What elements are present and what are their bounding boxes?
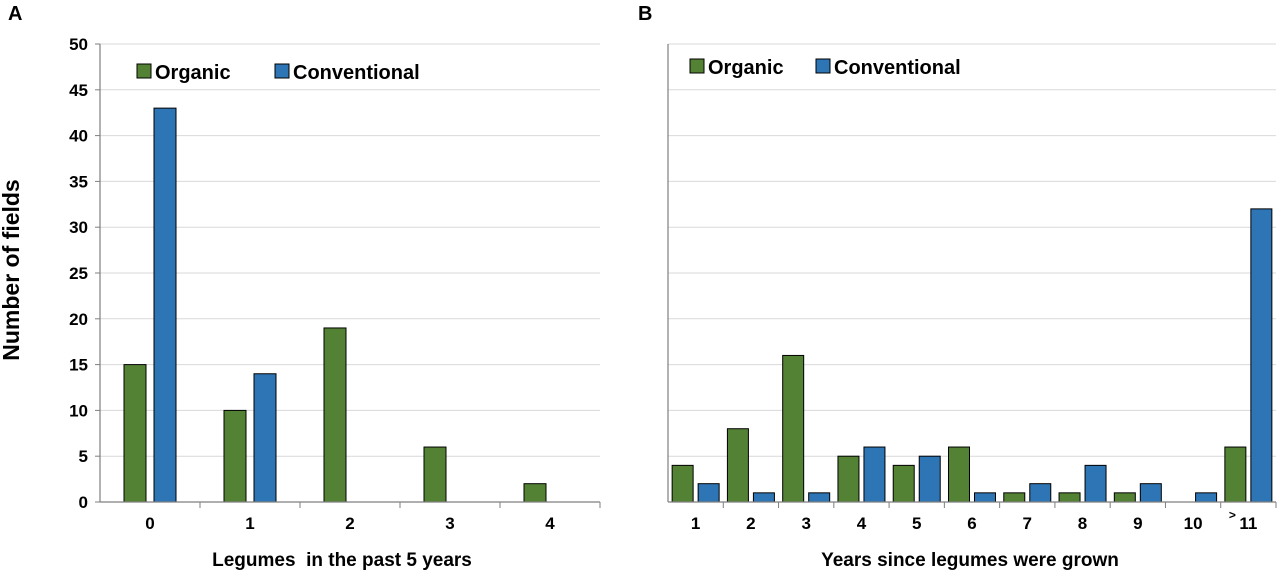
x-tick-label: 7 bbox=[1023, 514, 1032, 533]
y-tick-label: 20 bbox=[69, 310, 88, 329]
bar-conventional-9 bbox=[1139, 483, 1162, 503]
bar-organic-3 bbox=[782, 354, 805, 503]
x-tick-prefix: > bbox=[1229, 508, 1236, 522]
panel-b-legend-swatch-organic bbox=[689, 58, 705, 74]
y-tick-label: 50 bbox=[69, 35, 88, 54]
y-tick-label: 30 bbox=[69, 218, 88, 237]
panel-a-x-axis-title: Legumes in the past 5 years bbox=[212, 550, 472, 571]
x-tick-label: 5 bbox=[912, 514, 921, 533]
x-tick-label: 8 bbox=[1078, 514, 1087, 533]
y-axis-title: Number of fields bbox=[0, 179, 24, 360]
x-tick-label: 11 bbox=[1239, 514, 1257, 533]
y-tick-label: 10 bbox=[69, 401, 88, 420]
panel-b-legend-swatch-conventional bbox=[815, 58, 831, 74]
y-tick-label: 35 bbox=[69, 172, 88, 191]
panel-b-x-axis-title: Years since legumes were grown bbox=[821, 550, 1119, 571]
bar-conventional-10 bbox=[1195, 492, 1218, 503]
y-tick-label: 45 bbox=[69, 81, 88, 100]
x-tick-label: 1 bbox=[691, 514, 700, 533]
bar-conventional-4 bbox=[863, 446, 886, 503]
panel-a-legend-label-conventional: Conventional bbox=[293, 62, 420, 84]
bar-organic-6 bbox=[948, 446, 970, 503]
panel-a-gridlines bbox=[100, 43, 600, 457]
panel-a-legend-label-organic: Organic bbox=[155, 62, 231, 84]
panel-a-legend: Organic Conventional bbox=[136, 62, 420, 84]
bar-conventional-8 bbox=[1084, 464, 1107, 503]
x-tick-label: 0 bbox=[145, 514, 154, 533]
x-tick-label: 4 bbox=[545, 514, 555, 533]
panel-b-label: B bbox=[638, 3, 652, 25]
x-tick-label: 3 bbox=[801, 514, 810, 533]
panel-b-bars bbox=[671, 208, 1273, 503]
bar-organic-5 bbox=[892, 464, 915, 503]
bar-conventional-6 bbox=[974, 492, 996, 503]
bar-conventional-5 bbox=[918, 455, 941, 503]
panel-a-chart: A 0 5 10 15 20 25 30 35 40 45 50 0 1 2 3 4 Legumes in … bbox=[0, 3, 601, 571]
y-tick-label: 15 bbox=[69, 356, 88, 375]
x-tick-label: 1 bbox=[245, 514, 254, 533]
bar-conventional-1 bbox=[253, 373, 277, 503]
panel-b-legend-label-organic: Organic bbox=[708, 57, 784, 79]
panel-a-x-tick-labels: 0 1 2 3 4 bbox=[145, 514, 555, 533]
bar-conventional-2 bbox=[752, 492, 775, 503]
x-tick-label: 3 bbox=[445, 514, 454, 533]
bar-organic-2 bbox=[323, 327, 347, 503]
bar-conventional-3 bbox=[808, 492, 831, 503]
bar-organic-3 bbox=[423, 446, 447, 503]
panel-a-bars bbox=[123, 107, 547, 503]
panel-a-legend-swatch-conventional bbox=[274, 63, 290, 79]
x-tick-label: 2 bbox=[345, 514, 354, 533]
x-tick-label: 4 bbox=[857, 514, 867, 533]
panel-a-label: A bbox=[8, 3, 22, 25]
y-tick-label: 40 bbox=[69, 127, 88, 146]
y-tick-label: 25 bbox=[69, 264, 88, 283]
bar-organic-11 bbox=[1224, 446, 1247, 503]
panel-b-axes bbox=[667, 44, 1277, 508]
panel-b-x-tick-labels: 1 2 3 4 5 6 7 8 9 10 11> bbox=[691, 508, 1257, 533]
panel-a-y-tick-labels: 0 5 10 15 20 25 30 35 40 45 50 bbox=[69, 35, 88, 512]
bar-organic-4 bbox=[523, 483, 547, 503]
bar-conventional-11 bbox=[1250, 208, 1273, 503]
bar-organic-4 bbox=[837, 455, 860, 503]
panel-b-chart: B 1 2 3 4 5 6 7 8 9 10 11> Years since legumes wer… bbox=[638, 3, 1277, 571]
panel-b-legend-label-conventional: Conventional bbox=[834, 57, 961, 79]
panel-a-axes bbox=[95, 43, 601, 508]
panel-b-legend: Organic Conventional bbox=[689, 57, 961, 79]
bar-organic-0 bbox=[123, 364, 147, 503]
bar-organic-1 bbox=[223, 409, 247, 503]
y-tick-label: 0 bbox=[79, 493, 88, 512]
bar-conventional-7 bbox=[1029, 483, 1052, 503]
bar-conventional-0 bbox=[153, 107, 177, 503]
x-tick-label: 6 bbox=[967, 514, 976, 533]
y-tick-label: 5 bbox=[79, 447, 88, 466]
bar-organic-7 bbox=[1003, 492, 1026, 503]
x-tick-label: 2 bbox=[746, 514, 755, 533]
panel-b-gridlines bbox=[668, 43, 1276, 457]
bar-organic-2 bbox=[726, 428, 749, 503]
bar-organic-8 bbox=[1058, 492, 1081, 503]
panel-a-legend-swatch-organic bbox=[136, 63, 152, 79]
bar-organic-9 bbox=[1113, 492, 1136, 503]
bar-organic-1 bbox=[671, 464, 694, 503]
x-tick-label: 10 bbox=[1184, 514, 1203, 533]
x-tick-label: 9 bbox=[1133, 514, 1142, 533]
bar-conventional-1 bbox=[697, 483, 720, 503]
